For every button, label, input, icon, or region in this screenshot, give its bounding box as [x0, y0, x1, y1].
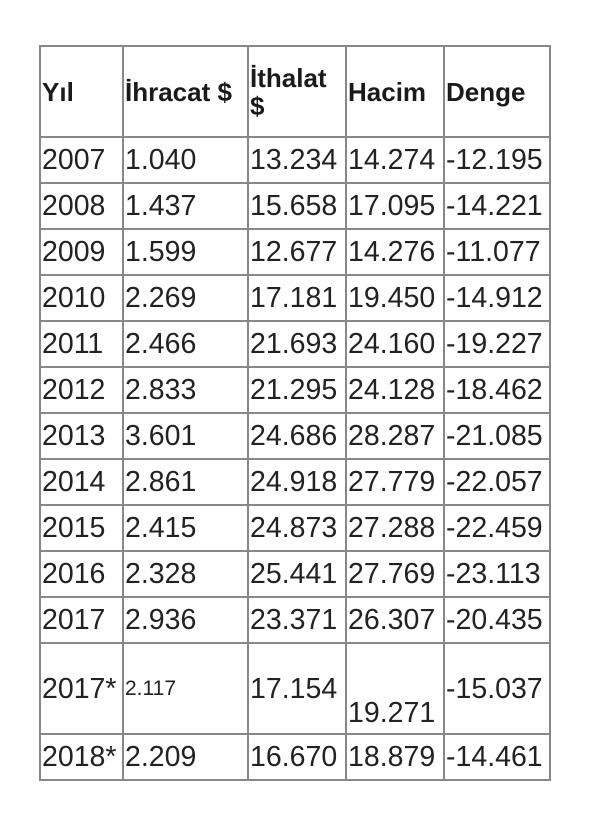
table-row: 2010 2.269 17.181 19.450 -14.912 [39, 274, 551, 322]
cell-volume: 24.160 [345, 320, 445, 368]
table-row: 2011 2.466 21.693 24.160 -19.227 [39, 320, 551, 368]
cell-import: 17.154 [247, 642, 347, 735]
cell-volume: 27.288 [345, 504, 445, 552]
cell-export: 1.040 [122, 136, 249, 184]
header-row: Yıl İhracat $ İthalat $ Hacim Denge [39, 45, 551, 138]
cell-export: 2.861 [122, 458, 249, 506]
cell-volume: 26.307 [345, 596, 445, 644]
cell-year: 2016 [39, 550, 124, 598]
table-row: 2016 2.328 25.441 27.769 -23.113 [39, 550, 551, 598]
cell-year: 2017 [39, 596, 124, 644]
table-row: 2009 1.599 12.677 14.276 -11.077 [39, 228, 551, 276]
cell-export: 2.269 [122, 274, 249, 322]
cell-year: 2015 [39, 504, 124, 552]
cell-balance: -19.227 [443, 320, 551, 368]
cell-export: 2.415 [122, 504, 249, 552]
cell-export: 1.599 [122, 228, 249, 276]
cell-balance: -22.459 [443, 504, 551, 552]
cell-year: 2009 [39, 228, 124, 276]
table-row: 2008 1.437 15.658 17.095 -14.221 [39, 182, 551, 230]
cell-export: 3.601 [122, 412, 249, 460]
cell-volume: 24.128 [345, 366, 445, 414]
cell-export: 2.117 [122, 642, 249, 735]
cell-balance: -15.037 [443, 642, 551, 735]
cell-import: 24.686 [247, 412, 347, 460]
cell-import: 16.670 [247, 733, 347, 781]
table-row: 2013 3.601 24.686 28.287 -21.085 [39, 412, 551, 460]
table-row: 2015 2.415 24.873 27.288 -22.459 [39, 504, 551, 552]
cell-balance: -22.057 [443, 458, 551, 506]
cell-import: 25.441 [247, 550, 347, 598]
cell-year: 2013 [39, 412, 124, 460]
cell-import: 21.295 [247, 366, 347, 414]
cell-export: 2.328 [122, 550, 249, 598]
header-balance: Denge [443, 45, 551, 138]
cell-year: 2007 [39, 136, 124, 184]
table-row: 2018* 2.209 16.670 18.879 -14.461 [39, 733, 551, 781]
cell-balance: -14.912 [443, 274, 551, 322]
cell-volume: 27.779 [345, 458, 445, 506]
cell-balance: -18.462 [443, 366, 551, 414]
cell-balance: -12.195 [443, 136, 551, 184]
cell-volume: 14.274 [345, 136, 445, 184]
cell-year: 2008 [39, 182, 124, 230]
cell-export: 2.936 [122, 596, 249, 644]
cell-balance: -23.113 [443, 550, 551, 598]
cell-year: 2011 [39, 320, 124, 368]
cell-balance: -11.077 [443, 228, 551, 276]
cell-year: 2012 [39, 366, 124, 414]
table-row: 2012 2.833 21.295 24.128 -18.462 [39, 366, 551, 414]
cell-import: 12.677 [247, 228, 347, 276]
cell-year: 2014 [39, 458, 124, 506]
cell-import: 23.371 [247, 596, 347, 644]
cell-import: 15.658 [247, 182, 347, 230]
table-row: 2014 2.861 24.918 27.779 -22.057 [39, 458, 551, 506]
cell-volume: 17.095 [345, 182, 445, 230]
cell-volume: 18.879 [345, 733, 445, 781]
cell-balance: -14.221 [443, 182, 551, 230]
cell-export: 1.437 [122, 182, 249, 230]
cell-volume: 19.450 [345, 274, 445, 322]
cell-year: 2018* [39, 733, 124, 781]
cell-volume: 27.769 [345, 550, 445, 598]
header-year: Yıl [39, 45, 124, 138]
cell-export: 2.833 [122, 366, 249, 414]
table-row: 2017 2.936 23.371 26.307 -20.435 [39, 596, 551, 644]
cell-import: 24.873 [247, 504, 347, 552]
cell-year: 2010 [39, 274, 124, 322]
cell-volume: 14.276 [345, 228, 445, 276]
cell-export: 2.209 [122, 733, 249, 781]
cell-balance: -20.435 [443, 596, 551, 644]
cell-import: 13.234 [247, 136, 347, 184]
cell-year: 2017* [39, 642, 124, 735]
cell-balance: -21.085 [443, 412, 551, 460]
header-volume: Hacim [345, 45, 445, 138]
cell-volume: 19.271 [345, 642, 445, 735]
trade-table: Yıl İhracat $ İthalat $ Hacim Denge 2007… [39, 45, 551, 781]
table-row: 2017* 2.117 17.154 19.271 -15.037 [39, 642, 551, 735]
cell-import: 21.693 [247, 320, 347, 368]
cell-export: 2.466 [122, 320, 249, 368]
header-import: İthalat $ [247, 45, 347, 138]
cell-import: 17.181 [247, 274, 347, 322]
cell-import: 24.918 [247, 458, 347, 506]
table-body: 2007 1.040 13.234 14.274 -12.195 2008 1.437 15.… [39, 136, 551, 781]
cell-balance: -14.461 [443, 733, 551, 781]
header-export: İhracat $ [122, 45, 249, 138]
cell-volume: 28.287 [345, 412, 445, 460]
table-row: 2007 1.040 13.234 14.274 -12.195 [39, 136, 551, 184]
